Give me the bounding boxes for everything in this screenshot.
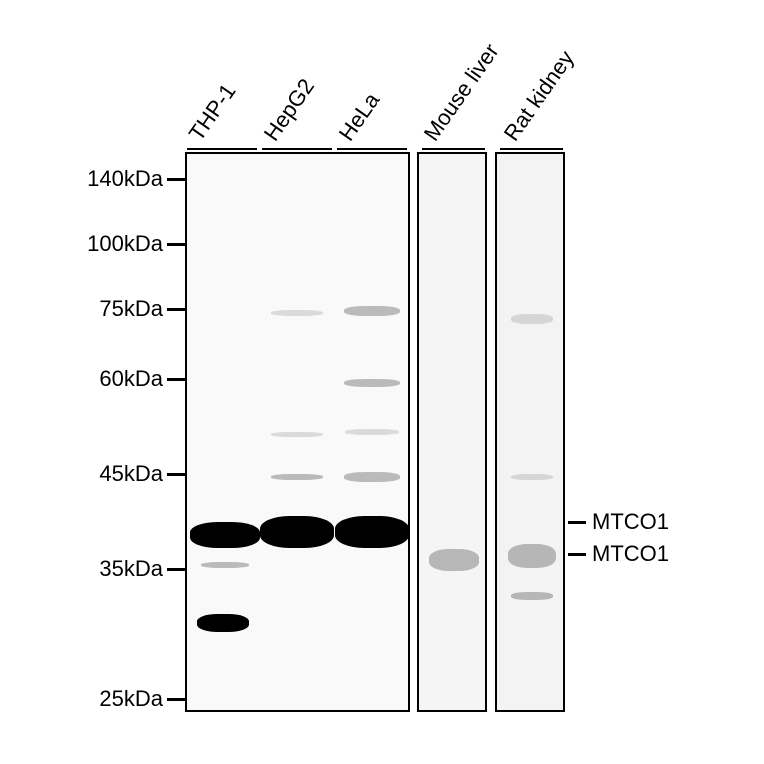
lane-label-thp1: THP-1 [184, 79, 242, 146]
lane-underline [500, 148, 563, 150]
marker-tick [167, 308, 185, 311]
band [190, 522, 260, 548]
lane-underline [337, 148, 407, 150]
band [271, 474, 323, 480]
band [511, 592, 553, 600]
marker-row: 35kDa [99, 556, 185, 582]
marker-label: 140kDa [87, 166, 163, 192]
marker-label: 25kDa [99, 686, 163, 712]
marker-row: 45kDa [99, 461, 185, 487]
marker-row: 75kDa [99, 296, 185, 322]
lane-label-hela: HeLa [334, 88, 385, 146]
band [271, 310, 323, 316]
marker-label: 100kDa [87, 231, 163, 257]
marker-tick [167, 243, 185, 246]
blot-container: THP-1 HepG2 HeLa Mouse liver Rat kidney … [40, 20, 740, 740]
panel-rat [495, 152, 565, 712]
right-label-area: MTCO1 MTCO1 [605, 152, 764, 712]
right-label: MTCO1 [592, 541, 669, 567]
band [429, 549, 479, 571]
lane-labels: THP-1 HepG2 HeLa Mouse liver Rat kidney [40, 20, 740, 150]
marker-label: 60kDa [99, 366, 163, 392]
lane-label-mouse: Mouse liver [419, 39, 505, 146]
band [511, 474, 553, 480]
marker-row: 25kDa [99, 686, 185, 712]
band [271, 432, 323, 437]
marker-label: 35kDa [99, 556, 163, 582]
right-label-row: MTCO1 [568, 509, 669, 535]
label-tick [568, 553, 586, 556]
band [345, 429, 399, 435]
marker-tick [167, 378, 185, 381]
marker-row: 100kDa [87, 231, 185, 257]
band [344, 306, 400, 316]
band [197, 614, 249, 632]
lane-label-hepg2: HepG2 [259, 74, 320, 146]
band [344, 472, 400, 482]
band [260, 516, 334, 548]
lane-underline [422, 148, 485, 150]
right-label-row: MTCO1 [568, 541, 669, 567]
band [201, 562, 249, 568]
marker-area: 140kDa 100kDa 75kDa 60kDa 45kDa 35kDa 25… [40, 152, 185, 712]
marker-label: 45kDa [99, 461, 163, 487]
band [344, 379, 400, 387]
lane-underline [262, 148, 332, 150]
marker-tick [167, 178, 185, 181]
right-label: MTCO1 [592, 509, 669, 535]
band [511, 314, 553, 324]
marker-tick [167, 568, 185, 571]
band [508, 544, 556, 568]
marker-tick [167, 473, 185, 476]
label-tick [568, 521, 586, 524]
band [335, 516, 409, 548]
lane-label-rat: Rat kidney [499, 46, 580, 146]
panel-human [185, 152, 410, 712]
lane-underline [187, 148, 257, 150]
blot-area [185, 152, 605, 712]
marker-row: 140kDa [87, 166, 185, 192]
marker-tick [167, 698, 185, 701]
marker-label: 75kDa [99, 296, 163, 322]
panel-mouse [417, 152, 487, 712]
marker-row: 60kDa [99, 366, 185, 392]
